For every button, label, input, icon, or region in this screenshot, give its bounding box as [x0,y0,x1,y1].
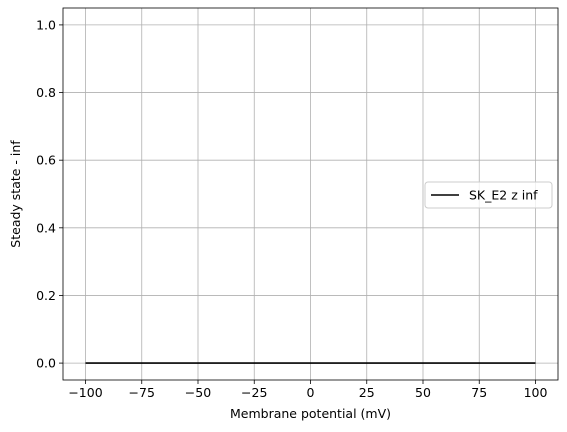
x-tick-label: −100 [68,385,102,400]
y-tick-label: 0.8 [36,85,56,100]
x-tick-label: 25 [359,385,375,400]
y-tick-label: 1.0 [36,17,56,32]
grid [63,8,558,380]
x-axis-label: Membrane potential (mV) [230,406,391,421]
x-tick-label: −75 [129,385,155,400]
x-tick-label: 50 [415,385,431,400]
legend: SK_E2 z inf [424,181,553,209]
legend-box [424,181,553,209]
y-tick-label: 0.2 [36,288,56,303]
y-axis: 0.0 0.2 0.4 0.6 0.8 1.0 [36,17,63,371]
x-tick-label: −50 [185,385,211,400]
x-tick-label: 100 [524,385,548,400]
y-tick-label: 0.4 [36,220,56,235]
x-axis: −100 −75 −50 −25 0 25 50 75 100 [68,380,547,400]
y-tick-label: 0.0 [36,356,56,371]
x-tick-label: 0 [307,385,315,400]
y-tick-label: 0.6 [36,153,56,168]
x-tick-label: −25 [241,385,267,400]
y-axis-label: Steady state - inf [8,140,23,248]
legend-label: SK_E2 z inf [469,188,538,203]
x-tick-label: 75 [471,385,487,400]
